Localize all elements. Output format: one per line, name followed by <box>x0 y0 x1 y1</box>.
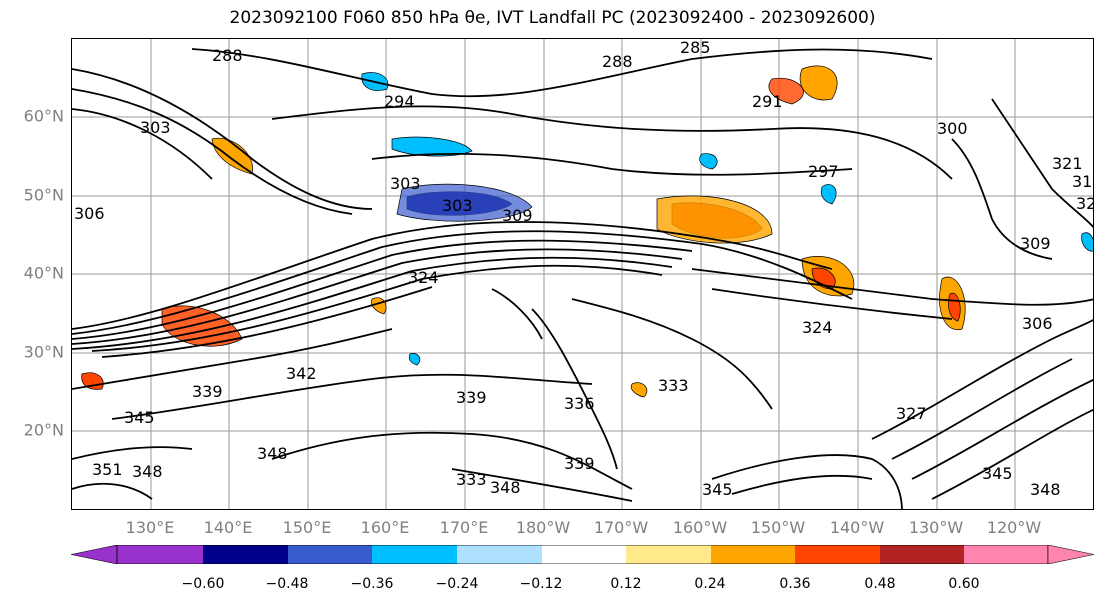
contour-label: 342 <box>286 364 317 383</box>
contour-label: 309 <box>502 206 533 225</box>
colorbar-tick: 0.60 <box>948 576 980 592</box>
colorbar-tick: −0.12 <box>519 576 563 592</box>
contour-label: 324 <box>802 318 833 337</box>
contour-label: 303 <box>140 118 171 137</box>
contour-label: 333 <box>456 470 487 489</box>
contour-label: 288 <box>212 46 243 65</box>
colorbar-tick: 0.12 <box>610 576 642 592</box>
contour-label: 348 <box>1030 480 1061 499</box>
contour-label: 285 <box>680 39 711 57</box>
lon-label: 140°W <box>829 518 885 537</box>
colorbar-cell <box>542 545 626 564</box>
theta-e-contours <box>72 48 1093 509</box>
contour-label: 348 <box>490 478 521 497</box>
colorbar-tick: −0.48 <box>265 576 309 592</box>
colorbar-cell <box>880 545 964 564</box>
contour-label: 333 <box>658 376 689 395</box>
colorbar-tick: −0.24 <box>435 576 479 592</box>
colorbar-cell <box>795 545 880 564</box>
lon-label: 150°E <box>282 518 332 537</box>
colorbar-extend-low <box>71 545 118 564</box>
colorbar-tick: 0.48 <box>864 576 896 592</box>
colorbar-cell <box>372 545 457 564</box>
contour-label: 345 <box>124 408 155 427</box>
contour-label: 306 <box>74 204 105 223</box>
contour-label: 297 <box>808 162 839 181</box>
lon-label: 130°W <box>908 518 964 537</box>
contour-label: 306 <box>1022 314 1053 333</box>
colorbar-cell <box>203 545 288 564</box>
lon-label: 160°W <box>672 518 728 537</box>
lat-label: 40°N <box>23 263 64 283</box>
contour-label: 321 <box>1076 194 1094 213</box>
contour-label: 288 <box>602 52 633 71</box>
figure-title: 2023092100 F060 850 hPa θe, IVT Landfall… <box>229 8 876 28</box>
contour-label: 309 <box>1020 234 1051 253</box>
colorbar-cell <box>288 545 372 564</box>
colorbar-cell <box>626 545 711 564</box>
contour-label: 336 <box>564 394 595 413</box>
contour-label: 327 <box>896 404 927 423</box>
colorbar-extend-high <box>1047 545 1094 564</box>
colorbar-tick: 0.24 <box>694 576 726 592</box>
contour-label: 318 <box>1072 172 1094 191</box>
contour-label: 345 <box>982 464 1013 483</box>
colorbar-tick: 0.36 <box>779 576 811 592</box>
shaded-anomalies <box>81 65 1093 398</box>
lon-label: 130°E <box>125 518 175 537</box>
contour-label: 294 <box>384 92 415 111</box>
contour-label: 345 <box>702 480 733 499</box>
colorbar-cell <box>457 545 542 564</box>
contour-label: 339 <box>456 388 487 407</box>
colorbar-tick: −0.60 <box>181 576 225 592</box>
colorbar-cell <box>964 545 1048 564</box>
contour-label: 348 <box>132 462 163 481</box>
lon-label: 170°E <box>439 518 489 537</box>
contour-label: 321 <box>1052 154 1083 173</box>
contour-label: 303 <box>390 174 421 193</box>
contour-label: 339 <box>192 382 223 401</box>
lon-label: 180°W <box>515 518 571 537</box>
lon-label: 140°E <box>203 518 253 537</box>
colorbar-tick: −0.36 <box>350 576 394 592</box>
lat-label: 60°N <box>23 106 64 126</box>
lat-label: 50°N <box>23 185 64 205</box>
contour-label: 303 <box>442 196 473 215</box>
contour-label: 324 <box>408 268 439 287</box>
lat-label: 30°N <box>23 342 64 362</box>
contour-label: 351 <box>92 460 123 479</box>
contour-label: 339 <box>564 454 595 473</box>
contour-label: 300 <box>937 119 968 138</box>
gridlines <box>72 39 1093 509</box>
colorbar <box>71 545 1094 564</box>
lon-label: 150°W <box>750 518 806 537</box>
colorbar-cells <box>116 545 1049 564</box>
lon-label: 120°W <box>986 518 1042 537</box>
lat-label: 20°N <box>23 420 64 440</box>
lon-label: 160°E <box>360 518 410 537</box>
colorbar-cell <box>711 545 795 564</box>
map-svg: 288 285 288 294 303 291 300 297 303 303 … <box>72 39 1094 509</box>
contour-label: 291 <box>752 92 783 111</box>
colorbar-cell <box>117 545 203 564</box>
map-panel: 288 285 288 294 303 291 300 297 303 303 … <box>71 38 1094 510</box>
contour-labels: 288 285 288 294 303 291 300 297 303 303 … <box>74 39 1094 499</box>
lon-label: 170°W <box>593 518 649 537</box>
contour-label: 348 <box>257 444 288 463</box>
